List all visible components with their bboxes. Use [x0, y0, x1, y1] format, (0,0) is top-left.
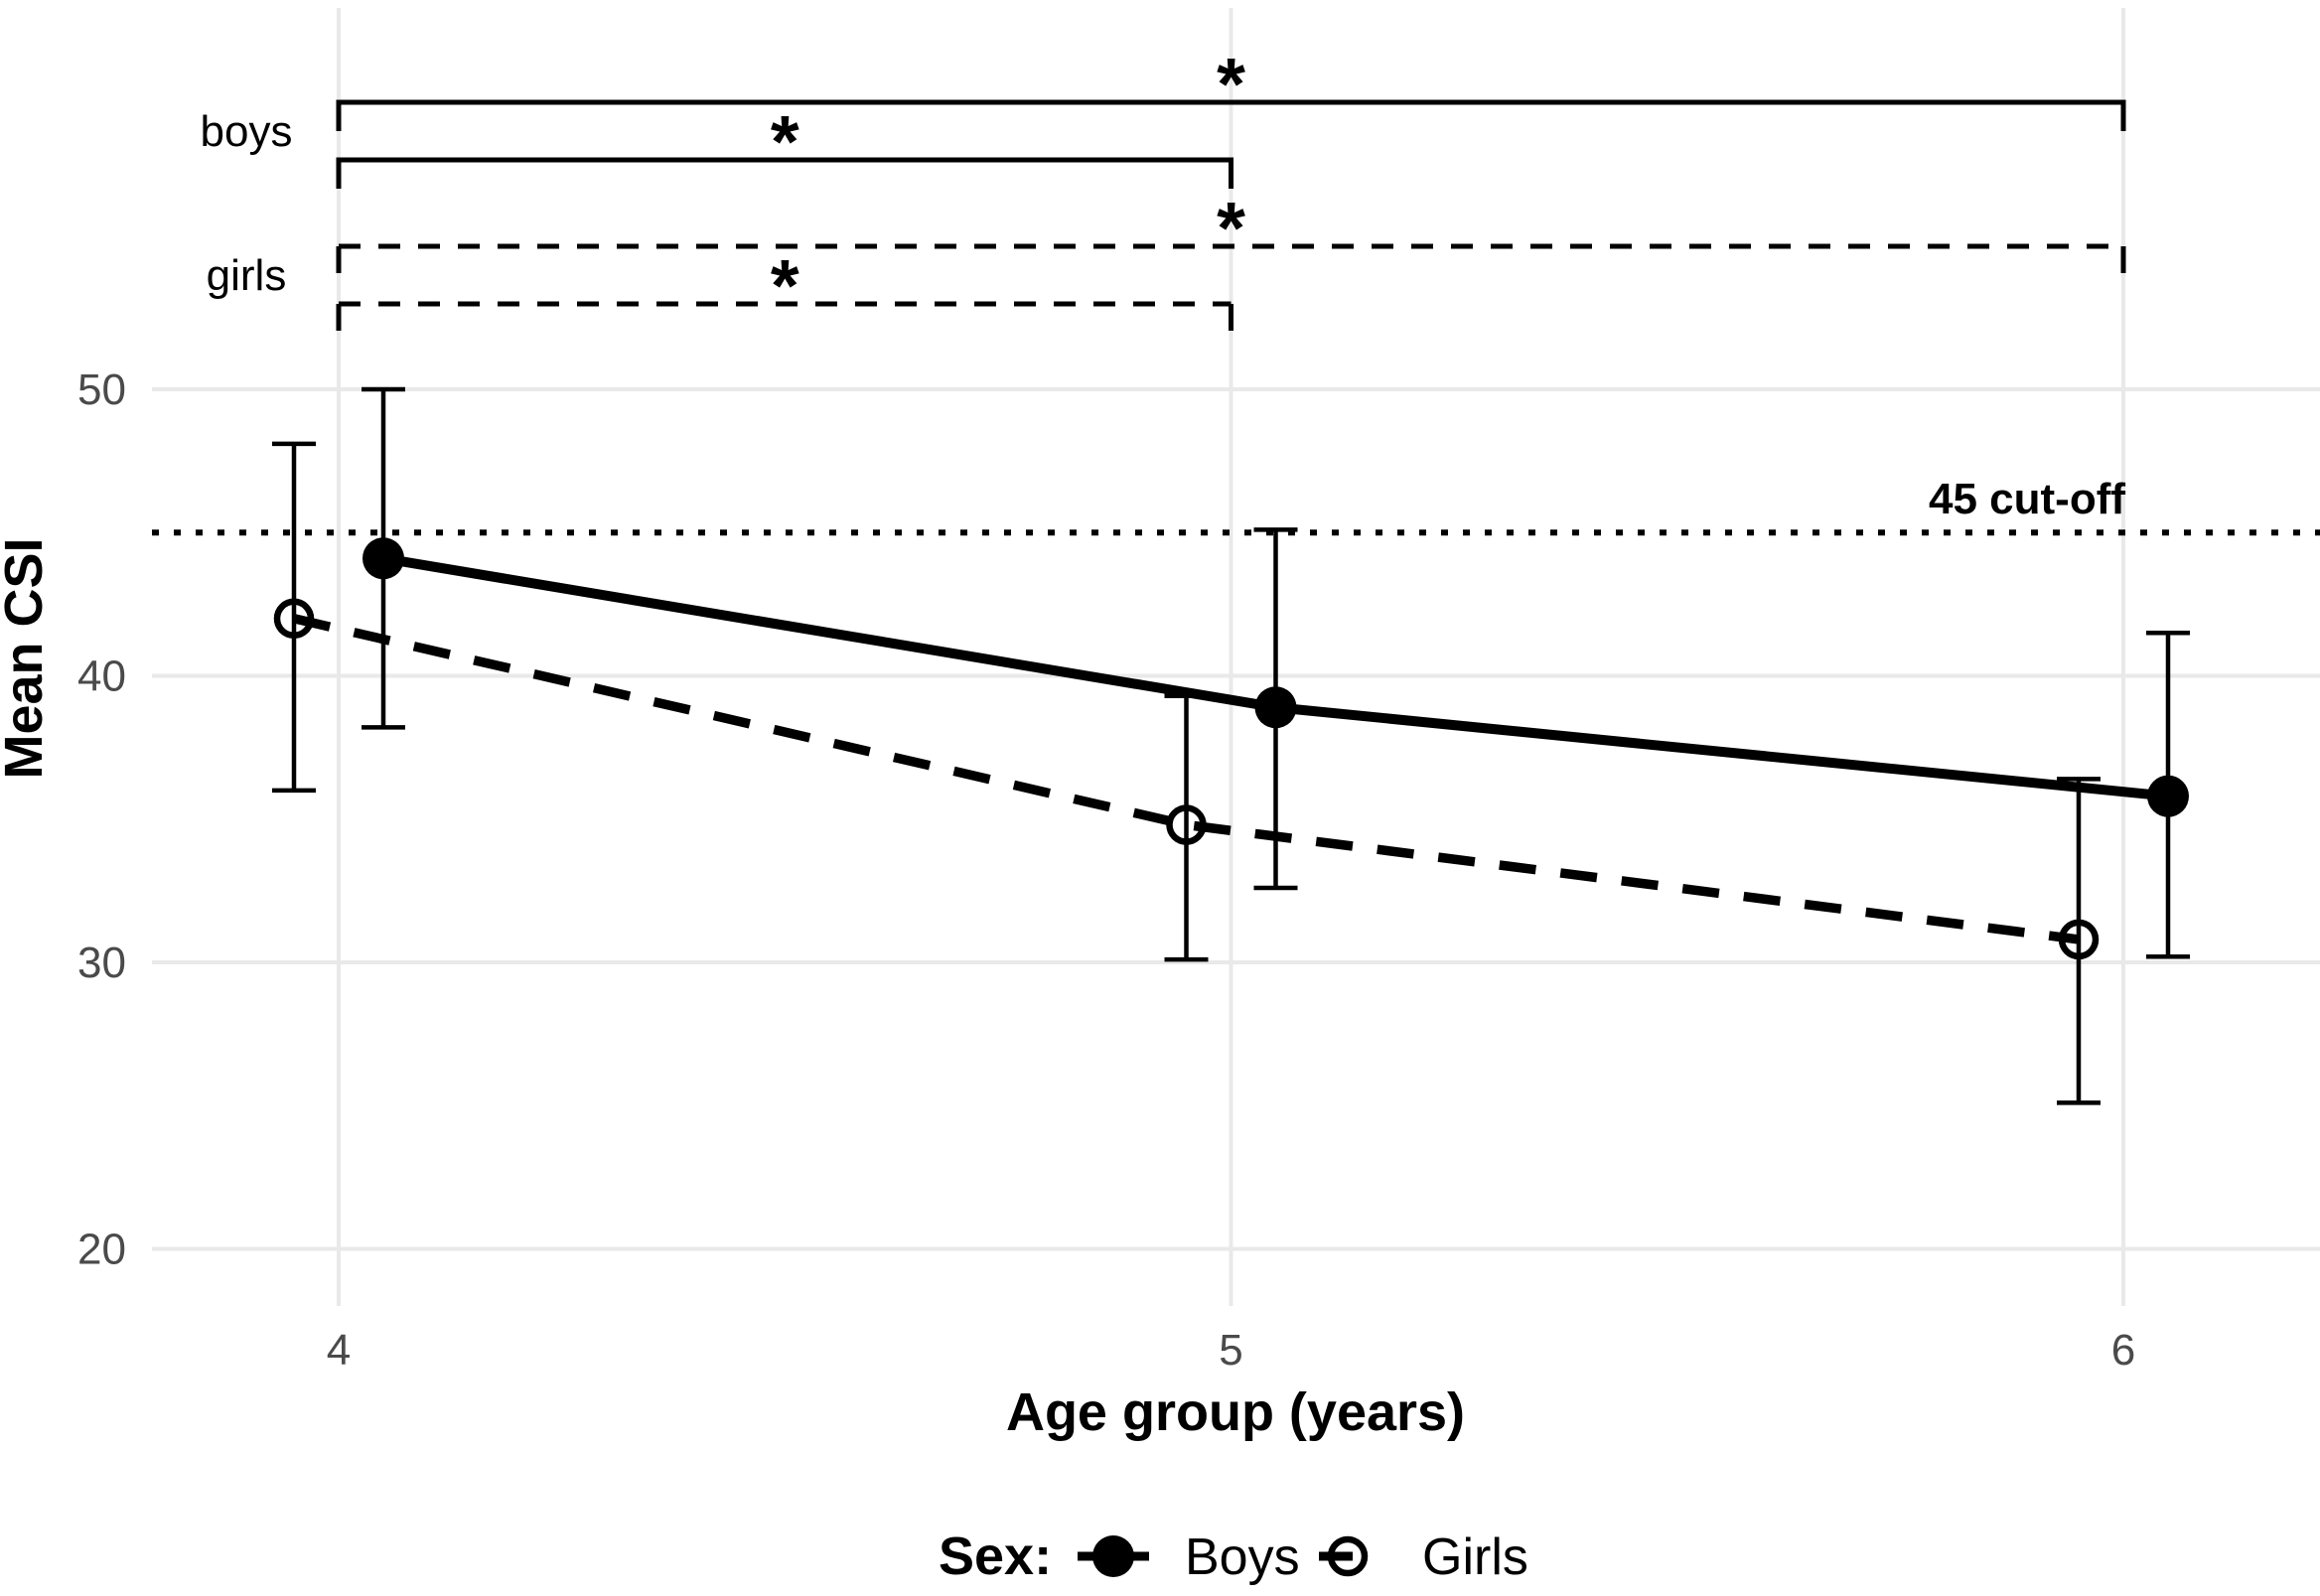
- y-tick-label-40: 40: [77, 653, 126, 701]
- y-axis-title: Mean CSI: [0, 537, 54, 779]
- significance-asterisk-4: *: [771, 244, 799, 327]
- legend-key-point-boys: [1092, 1535, 1134, 1577]
- significance-bracket-boys-4-6: [336, 99, 2126, 131]
- significance-asterisk-1: *: [1217, 43, 1245, 125]
- x-axis-title: Age group (years): [1006, 1382, 1465, 1442]
- data-point-girls-4: [273, 598, 315, 640]
- y-tick-label-50: 50: [77, 365, 126, 414]
- data-point-boys-6: [2147, 775, 2189, 817]
- x-tick-label-6: 6: [2111, 1326, 2135, 1375]
- y-tick-label-30: 30: [77, 939, 126, 987]
- data-point-girls-6: [2058, 919, 2100, 960]
- significance-asterisk-3: *: [1217, 187, 1245, 269]
- y-tick-label-20: 20: [77, 1226, 126, 1274]
- legend-label-girls: Girls: [1422, 1528, 1528, 1586]
- x-tick-label-4: 4: [327, 1326, 351, 1375]
- significance-asterisk-2: *: [771, 100, 799, 183]
- data-point-boys-4: [362, 537, 404, 580]
- data-point-girls-5: [1166, 804, 1207, 845]
- data-point-boys-5: [1254, 686, 1297, 729]
- x-tick-label-5: 5: [1219, 1326, 1242, 1375]
- bracket-group-label-boys: boys: [201, 107, 293, 156]
- legend-key-point-girls: [1327, 1535, 1369, 1577]
- legend-title: Sex:: [939, 1526, 1052, 1586]
- legend-label-boys: Boys: [1185, 1528, 1300, 1586]
- significance-bracket-boys-4-5: [336, 157, 1233, 189]
- bracket-group-label-girls: girls: [207, 251, 287, 300]
- cutoff-label: 45 cut-off: [1929, 475, 2125, 523]
